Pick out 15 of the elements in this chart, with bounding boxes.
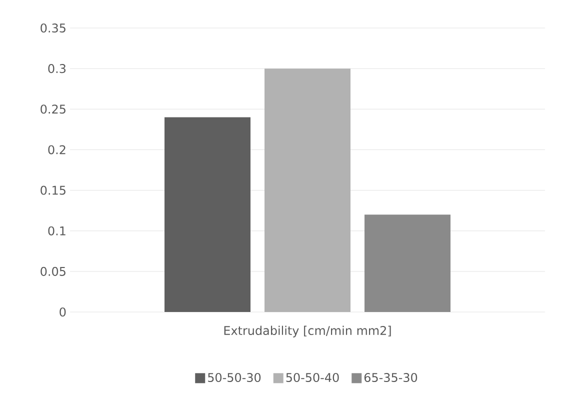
y-tick-label: 0.05 — [40, 266, 66, 276]
x-tick-label: Extrudability [cm/min mm2] — [224, 326, 391, 338]
legend-label: 65-35-30 — [364, 372, 418, 382]
bar — [364, 214, 451, 312]
y-tick-label: 0.25 — [40, 104, 66, 114]
y-tick-label: 0.3 — [48, 64, 66, 74]
y-tick-label: 0.1 — [48, 226, 66, 236]
legend-label: 50-50-30 — [208, 372, 261, 382]
bar — [264, 68, 350, 312]
y-tick-label: 0.2 — [48, 145, 66, 154]
legend-label: 50-50-40 — [286, 372, 339, 382]
y-tick-label: 0 — [60, 307, 66, 317]
y-tick-label: 0.35 — [40, 23, 66, 33]
y-tick-label: 0.15 — [40, 186, 66, 195]
bar — [164, 117, 250, 312]
